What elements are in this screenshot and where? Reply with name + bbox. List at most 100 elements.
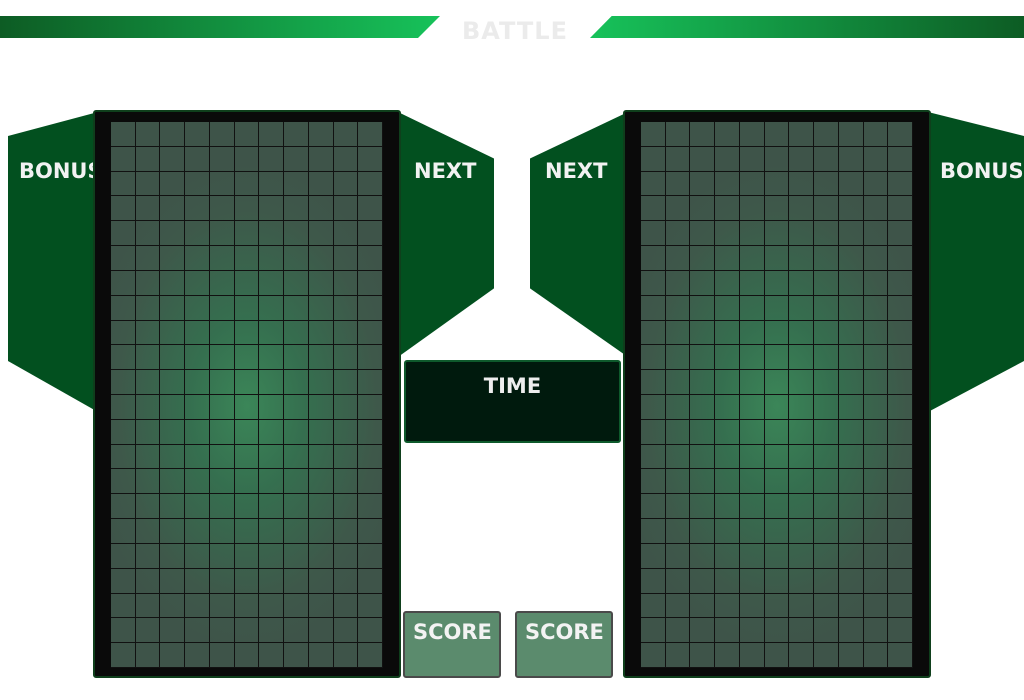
board-cell (209, 246, 235, 271)
board-cell (814, 171, 839, 197)
board-cell (135, 221, 161, 247)
board-cell (234, 295, 260, 321)
board-cell (358, 146, 383, 172)
right-next-label: NEXT (545, 159, 608, 183)
board-cell (284, 419, 309, 445)
board-cell (814, 543, 839, 569)
left-score-box: SCORE (403, 611, 501, 678)
board-cell (814, 643, 839, 668)
board-cell (160, 270, 186, 296)
left-next-panel (398, 112, 494, 357)
board-cell (715, 122, 740, 147)
board-cell (739, 469, 765, 495)
board-cell (789, 345, 815, 371)
board-cell (259, 593, 285, 619)
board-cell (690, 320, 716, 346)
board-cell (838, 370, 864, 395)
board-cell (259, 543, 285, 569)
board-cell (185, 246, 210, 271)
board-cell (641, 370, 666, 395)
board-cell (641, 444, 666, 470)
board-cell (358, 494, 383, 520)
board-cell (333, 370, 359, 395)
board-cell (259, 370, 285, 395)
left-bonus-panel (8, 112, 98, 412)
board-cell (259, 246, 285, 271)
board-cell (838, 543, 864, 569)
board-cell (665, 295, 691, 321)
board-cell (764, 568, 790, 594)
board-cell (814, 519, 839, 544)
board-cell (690, 370, 716, 395)
board-cell (259, 643, 285, 668)
board-cell (234, 345, 260, 371)
board-cell (308, 196, 334, 222)
board-cell (111, 395, 136, 420)
board-cell (764, 618, 790, 644)
board-cell (209, 146, 235, 172)
board-cell (814, 246, 839, 271)
left-bonus-label: BONUS (19, 159, 103, 183)
left-board-grid[interactable] (109, 120, 385, 670)
board-cell (863, 618, 889, 644)
board-cell (209, 444, 235, 470)
board-cell (641, 171, 666, 197)
board-cell (160, 171, 186, 197)
board-cell (308, 593, 334, 619)
board-cell (209, 395, 235, 420)
board-cell (838, 643, 864, 668)
right-board-grid[interactable] (639, 120, 915, 670)
board-cell (160, 221, 186, 247)
board-cell (888, 643, 913, 668)
board-cell (789, 543, 815, 569)
board-cell (863, 345, 889, 371)
board-cell (135, 469, 161, 495)
board-cell (641, 494, 666, 520)
board-cell (135, 444, 161, 470)
board-cell (308, 345, 334, 371)
board-cell (259, 171, 285, 197)
board-cell (641, 593, 666, 619)
board-cell (641, 643, 666, 668)
board-cell (641, 196, 666, 222)
board-cell (284, 543, 309, 569)
board-cell (333, 196, 359, 222)
board-cell (863, 444, 889, 470)
board-cell (111, 345, 136, 371)
board-cell (789, 320, 815, 346)
board-cell (888, 345, 913, 371)
board-cell (789, 122, 815, 147)
board-cell (111, 221, 136, 247)
board-cell (308, 568, 334, 594)
board-cell (863, 519, 889, 544)
board-cell (358, 643, 383, 668)
board-cell (739, 568, 765, 594)
board-cell (135, 270, 161, 296)
board-cell (888, 469, 913, 495)
board-cell (838, 469, 864, 495)
board-cell (888, 568, 913, 594)
board-cell (739, 618, 765, 644)
board-cell (715, 246, 740, 271)
board-cell (111, 270, 136, 296)
board-cell (308, 295, 334, 321)
board-cell (185, 221, 210, 247)
board-cell (185, 270, 210, 296)
board-cell (160, 246, 186, 271)
board-cell (185, 444, 210, 470)
board-cell (160, 295, 186, 321)
board-cell (641, 543, 666, 569)
board-cell (308, 146, 334, 172)
left-score-label: SCORE (413, 620, 492, 644)
board-cell (358, 196, 383, 222)
board-cell (641, 320, 666, 346)
board-cell (814, 320, 839, 346)
board-cell (234, 618, 260, 644)
board-cell (739, 171, 765, 197)
board-cell (358, 295, 383, 321)
board-cell (259, 494, 285, 520)
board-cell (665, 246, 691, 271)
board-cell (308, 270, 334, 296)
board-cell (185, 519, 210, 544)
board-cell (308, 419, 334, 445)
